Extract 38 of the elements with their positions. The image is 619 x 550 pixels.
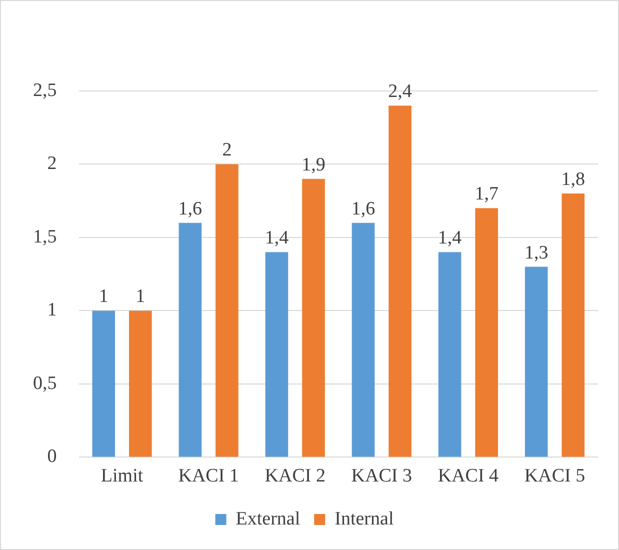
y-tick-label: 2,5 — [33, 80, 57, 101]
x-tick-label: KACI 4 — [438, 466, 500, 487]
x-tick-label: KACI 3 — [351, 466, 412, 487]
x-tick-label: KACI 5 — [524, 466, 586, 487]
data-label: 1,9 — [302, 154, 326, 176]
x-tick-label: KACI 1 — [178, 466, 239, 487]
data-label: 1 — [98, 286, 108, 308]
data-label: 1,4 — [438, 228, 462, 249]
bar — [129, 310, 152, 457]
bar — [302, 178, 325, 457]
y-tick-label: 1 — [47, 300, 57, 321]
bar — [352, 222, 375, 457]
data-label: 1,3 — [524, 242, 548, 264]
data-label: 1,8 — [561, 169, 585, 190]
y-tick-label: 0,5 — [33, 372, 57, 394]
data-label: 1,4 — [264, 228, 290, 249]
bar — [438, 252, 462, 457]
bar — [216, 164, 238, 457]
x-tick-label: KACI 2 — [264, 466, 326, 487]
bar — [562, 194, 585, 457]
data-label: 1 — [136, 286, 146, 308]
bar — [475, 208, 498, 457]
legend-label: External — [236, 508, 300, 530]
data-label: 1,7 — [474, 184, 498, 205]
bar — [265, 252, 288, 457]
y-tick-label: 0 — [47, 446, 57, 468]
bar — [178, 222, 202, 457]
data-label: 1,6 — [351, 198, 376, 220]
bar — [92, 310, 116, 457]
x-tick-label: Limit — [100, 466, 144, 487]
bar — [388, 106, 412, 457]
data-label: 2,4 — [388, 81, 412, 102]
y-tick-label: 2 — [47, 153, 57, 174]
data-label: 2 — [222, 140, 232, 161]
bar — [524, 266, 548, 457]
y-tick-label: 1,5 — [33, 226, 57, 248]
data-label: 1,6 — [178, 198, 202, 220]
legend-label: Internal — [334, 508, 394, 530]
